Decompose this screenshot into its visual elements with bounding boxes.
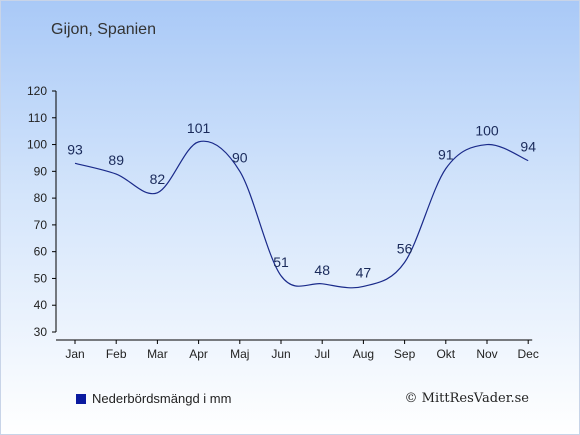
x-tick-label: Maj <box>230 347 249 361</box>
x-tick-label: Mar <box>147 347 168 361</box>
data-label: 56 <box>397 240 413 256</box>
data-label: 82 <box>150 171 166 187</box>
y-tick-label: 40 <box>34 298 48 312</box>
data-label: 91 <box>438 147 454 163</box>
y-tick-label: 110 <box>28 111 47 125</box>
y-tick-label: 90 <box>34 164 48 178</box>
x-tick-label: Sep <box>394 347 416 361</box>
legend-swatch <box>76 393 86 404</box>
y-tick-label: 70 <box>34 218 48 232</box>
y-tick-label: 30 <box>34 325 48 339</box>
data-label: 100 <box>475 123 499 139</box>
data-label: 47 <box>356 264 372 280</box>
x-tick-label: Aug <box>353 347 374 361</box>
data-label: 94 <box>520 139 536 155</box>
data-label: 89 <box>108 152 124 168</box>
data-label: 101 <box>187 120 211 136</box>
x-tick-label: Dec <box>518 347 539 361</box>
y-tick-label: 60 <box>34 245 48 259</box>
data-label: 51 <box>273 254 289 270</box>
x-tick-label: Jul <box>315 347 330 361</box>
location-title: Gijon, Spanien <box>51 21 156 38</box>
legend-label: Nederbördsmängd i mm <box>92 391 232 406</box>
x-tick-label: Jan <box>65 347 84 361</box>
x-tick-label: Jun <box>271 347 290 361</box>
copyright-text: © MittResVader.se <box>404 391 529 406</box>
y-tick-label: 50 <box>34 271 48 285</box>
x-tick-label: Nov <box>476 347 497 361</box>
y-tick-label: 80 <box>34 191 48 205</box>
x-tick-label: Okt <box>436 347 455 361</box>
data-label: 48 <box>314 262 330 278</box>
y-tick-label: 120 <box>27 84 47 98</box>
y-tick-label: 100 <box>27 138 47 152</box>
legend: Nederbördsmängd i mm <box>76 391 231 406</box>
data-label: 90 <box>232 149 248 165</box>
series-line <box>74 140 529 289</box>
x-tick-label: Feb <box>106 347 127 361</box>
data-label: 93 <box>67 141 83 157</box>
x-tick-label: Apr <box>189 347 208 361</box>
